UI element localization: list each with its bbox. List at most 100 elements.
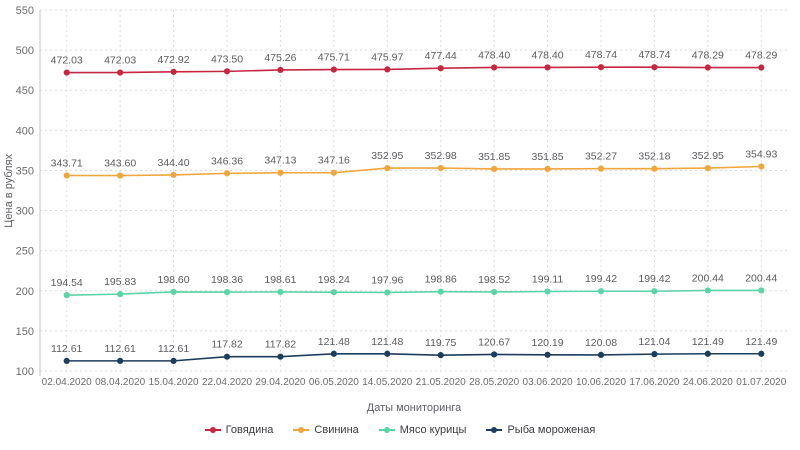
y-tick-label: 250 xyxy=(16,246,34,258)
data-point[interactable] xyxy=(384,289,391,296)
data-point[interactable] xyxy=(437,65,444,72)
data-label: 200.44 xyxy=(745,272,777,284)
data-point[interactable] xyxy=(491,165,498,173)
data-point[interactable] xyxy=(704,164,711,172)
data-point[interactable] xyxy=(704,287,711,294)
data-point[interactable] xyxy=(170,357,177,364)
series-line xyxy=(66,165,762,177)
data-point[interactable] xyxy=(277,169,284,176)
legend-item-3[interactable]: Рыба мороженая xyxy=(486,424,595,436)
data-point[interactable] xyxy=(223,68,231,75)
data-point[interactable] xyxy=(223,170,231,177)
data-label: 352.95 xyxy=(692,150,724,162)
data-point[interactable] xyxy=(491,351,498,358)
data-label: 198.36 xyxy=(211,274,243,286)
data-label: 351.85 xyxy=(478,151,510,163)
data-label: 478.29 xyxy=(745,50,777,62)
data-point[interactable] xyxy=(597,288,605,295)
data-label: 198.52 xyxy=(478,274,510,286)
data-point[interactable] xyxy=(437,288,444,295)
data-point[interactable] xyxy=(330,350,337,357)
data-point[interactable] xyxy=(330,289,337,296)
legend-marker-icon xyxy=(486,427,503,433)
data-point[interactable] xyxy=(170,288,177,296)
data-point[interactable] xyxy=(544,288,551,295)
data-point[interactable] xyxy=(437,164,444,172)
data-point[interactable] xyxy=(277,288,284,295)
y-tick-label: 100 xyxy=(16,366,34,378)
data-point[interactable] xyxy=(63,69,70,76)
data-point[interactable] xyxy=(277,353,284,360)
data-point[interactable] xyxy=(170,171,177,179)
data-label: 346.36 xyxy=(211,155,243,167)
data-point[interactable] xyxy=(117,172,124,179)
data-label: 199.42 xyxy=(585,273,617,285)
data-label: 121.49 xyxy=(692,336,724,348)
data-point[interactable] xyxy=(330,169,337,176)
x-tick-label: 01.07.2020 xyxy=(736,377,786,388)
data-point[interactable] xyxy=(704,64,711,71)
data-label: 475.71 xyxy=(318,52,350,64)
data-label: 200.44 xyxy=(692,272,724,284)
x-tick-label: 08.04.2020 xyxy=(95,377,145,388)
data-point[interactable] xyxy=(758,350,765,357)
data-label: 199.11 xyxy=(532,273,563,285)
data-point[interactable] xyxy=(63,357,70,364)
y-tick-label: 350 xyxy=(16,165,34,177)
data-point[interactable] xyxy=(277,66,284,74)
data-point[interactable] xyxy=(597,64,605,71)
legend-item-1[interactable]: Свинина xyxy=(293,424,359,436)
data-point[interactable] xyxy=(384,164,391,172)
data-point[interactable] xyxy=(758,287,765,294)
data-label: 351.85 xyxy=(532,151,564,163)
x-tick-label: 22.04.2020 xyxy=(202,377,252,388)
data-point[interactable] xyxy=(544,64,551,71)
data-point[interactable] xyxy=(491,288,498,296)
data-point[interactable] xyxy=(170,68,177,75)
x-tick-label: 29.04.2020 xyxy=(255,377,305,388)
data-point[interactable] xyxy=(758,64,765,71)
series-1: 343.71 343.60 344.40 346.36 347.13 347.16 352.… xyxy=(51,148,777,179)
x-tick-label: 14.05.2020 xyxy=(362,377,412,388)
data-point[interactable] xyxy=(758,163,765,170)
data-label: 473.50 xyxy=(211,53,243,65)
data-point[interactable] xyxy=(223,353,231,360)
legend-label: Рыба мороженая xyxy=(507,424,596,436)
data-point[interactable] xyxy=(384,66,391,73)
data-point[interactable] xyxy=(63,292,70,299)
data-point[interactable] xyxy=(597,351,605,358)
data-point[interactable] xyxy=(651,288,658,295)
data-point[interactable] xyxy=(223,288,231,296)
data-point[interactable] xyxy=(117,291,124,298)
legend-label: Свинина xyxy=(314,424,359,436)
x-tick-label: 24.06.2020 xyxy=(683,377,733,388)
data-label: 352.98 xyxy=(425,150,457,162)
data-point[interactable] xyxy=(651,64,658,71)
data-point[interactable] xyxy=(437,352,444,359)
data-point[interactable] xyxy=(597,165,605,172)
legend-marker-icon xyxy=(378,427,395,433)
legend-item-2[interactable]: Мясо курицы xyxy=(378,424,466,436)
data-point[interactable] xyxy=(63,172,70,179)
data-point[interactable] xyxy=(544,165,551,173)
data-point[interactable] xyxy=(651,351,658,358)
data-point[interactable] xyxy=(117,357,124,364)
data-point[interactable] xyxy=(330,66,337,73)
x-tick-label: 15.04.2020 xyxy=(149,377,199,388)
series-3: 112.61 112.61 112.61 117.82 117.82 121.48 121.… xyxy=(51,336,777,364)
data-point[interactable] xyxy=(704,350,711,357)
x-tick-label: 10.06.2020 xyxy=(576,377,626,388)
x-axis-title: Даты мониторинга xyxy=(366,402,462,414)
data-label: 121.48 xyxy=(318,336,350,348)
data-point[interactable] xyxy=(384,350,391,357)
plot-area: 100 150 200 250 300 350 400 450 500 550 02.04.2020… xyxy=(16,5,788,388)
data-label: 198.60 xyxy=(158,274,190,286)
data-label: 347.13 xyxy=(264,155,296,167)
legend-marker-icon xyxy=(293,427,310,433)
legend-item-0[interactable]: Говядина xyxy=(204,424,273,436)
x-tick-label: 28.05.2020 xyxy=(469,377,519,388)
data-point[interactable] xyxy=(651,165,658,172)
data-point[interactable] xyxy=(544,351,551,358)
data-point[interactable] xyxy=(117,69,124,76)
data-point[interactable] xyxy=(491,64,498,71)
